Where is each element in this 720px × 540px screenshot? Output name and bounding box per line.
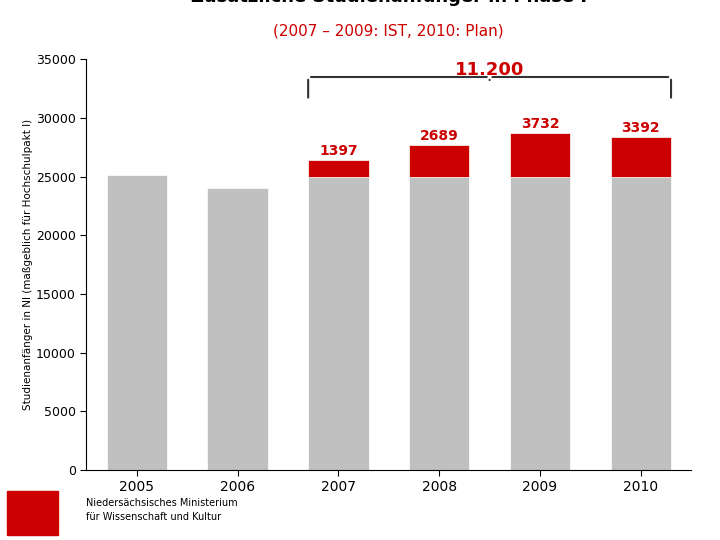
Text: 3392: 3392 bbox=[621, 120, 660, 134]
Bar bbox=[510, 177, 570, 470]
Text: Zusätzliche Studienanfänger in Phase I: Zusätzliche Studienanfänger in Phase I bbox=[191, 0, 587, 6]
Bar bbox=[611, 137, 671, 177]
Text: Doppelter Abiturjahrgang 2011: Doppelter Abiturjahrgang 2011 bbox=[14, 12, 260, 26]
Bar bbox=[7, 491, 58, 535]
Bar bbox=[308, 160, 369, 177]
Bar bbox=[308, 177, 369, 470]
Bar bbox=[409, 177, 469, 470]
Text: 1397: 1397 bbox=[319, 144, 358, 158]
Text: (2007 – 2009: IST, 2010: Plan): (2007 – 2009: IST, 2010: Plan) bbox=[274, 24, 504, 39]
Y-axis label: Studienanfänger in NI (maßgeblich für Hochschulpakt I): Studienanfänger in NI (maßgeblich für Ho… bbox=[23, 119, 33, 410]
Text: Niedersächsisches Ministerium
für Wissenschaft und Kultur: Niedersächsisches Ministerium für Wissen… bbox=[86, 498, 238, 522]
Text: 3732: 3732 bbox=[521, 117, 559, 131]
Bar bbox=[207, 188, 268, 470]
Text: 2689: 2689 bbox=[420, 129, 459, 143]
Bar bbox=[409, 145, 469, 177]
Bar bbox=[510, 133, 570, 177]
Bar bbox=[611, 177, 671, 470]
Bar bbox=[107, 176, 167, 470]
Text: 11.200: 11.200 bbox=[455, 62, 524, 79]
